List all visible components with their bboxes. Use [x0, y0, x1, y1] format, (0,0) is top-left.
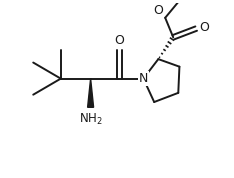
- Text: N: N: [139, 72, 148, 85]
- Polygon shape: [88, 79, 94, 107]
- Text: O: O: [199, 21, 209, 34]
- Text: O: O: [114, 34, 124, 47]
- Text: O: O: [154, 4, 163, 17]
- Text: NH$_2$: NH$_2$: [79, 111, 102, 127]
